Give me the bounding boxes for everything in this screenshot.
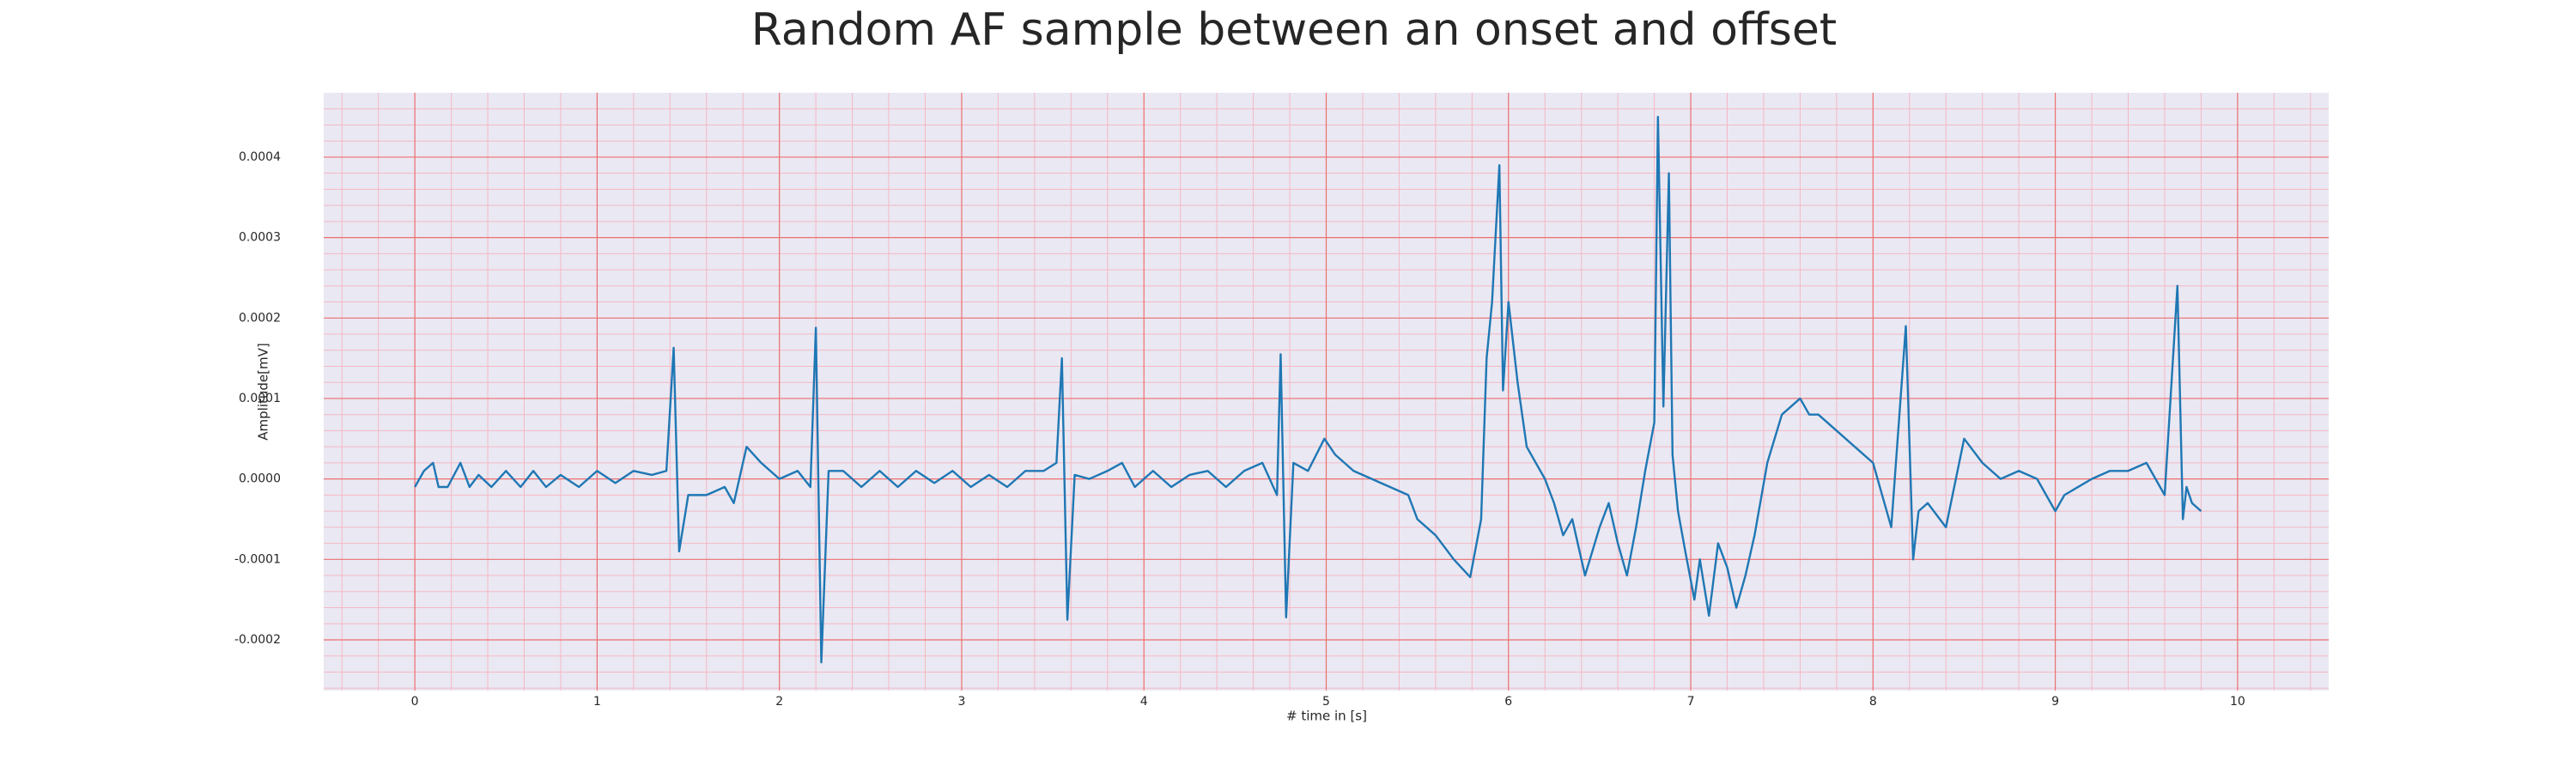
x-tick-label: 1 [593,695,601,709]
y-tick-label: -0.0001 [234,552,281,566]
x-tick-label: 2 [775,695,783,709]
y-tick-label: 0.0000 [239,472,281,486]
chart-title: Random AF sample between an onset and of… [751,4,1837,56]
y-tick-label: 0.0004 [239,150,281,164]
x-tick-label: 0 [411,695,419,709]
y-tick-label: 0.0003 [239,231,281,245]
x-tick-label: 5 [1322,695,1330,709]
x-axis-label: # time in [s] [1286,709,1367,724]
x-tick-label: 3 [957,695,965,709]
x-tick-label: 10 [2230,695,2245,709]
x-tick-label: 7 [1687,695,1695,709]
x-tick-label: 4 [1140,695,1148,709]
x-tick-label: 8 [1869,695,1877,709]
line-series [414,115,2202,664]
y-axis-label: Amplitude[mV] [256,343,271,440]
y-tick-label: 0.0002 [239,311,281,325]
y-tick-label: 0.0001 [239,392,281,405]
x-tick-label: 9 [2051,695,2059,709]
y-tick-label: -0.0002 [234,633,281,647]
x-tick-label: 6 [1504,695,1512,709]
